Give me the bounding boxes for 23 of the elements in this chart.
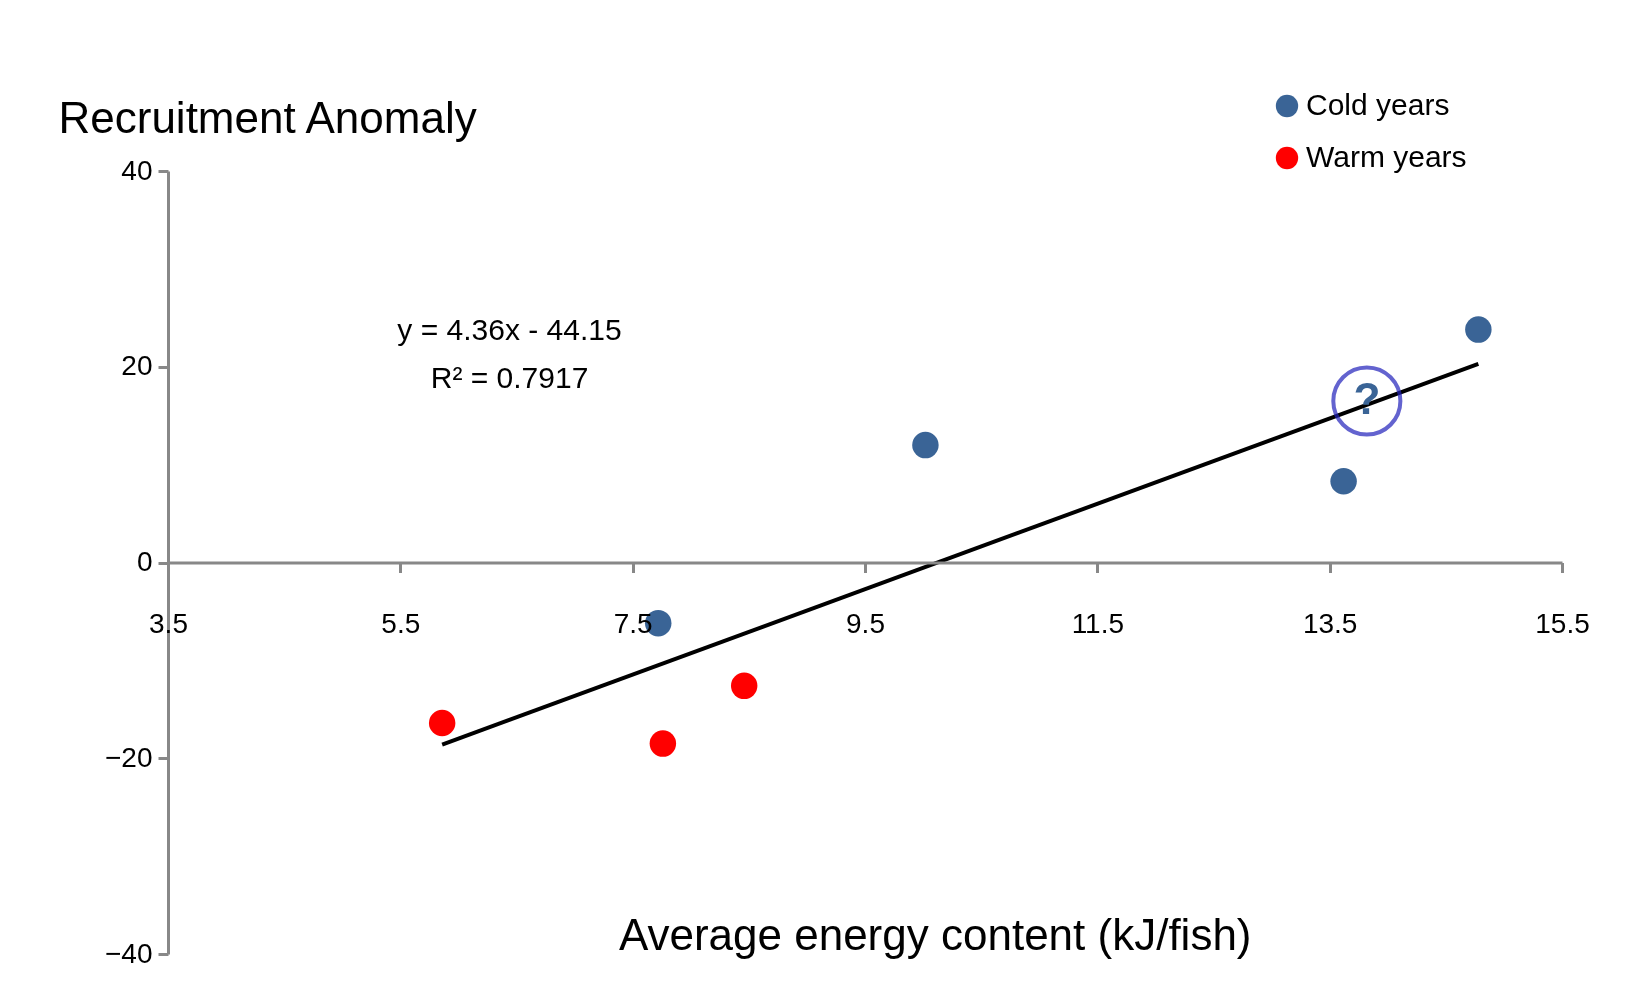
y-tick-label: −20	[105, 741, 153, 773]
y-tick-label: −40	[105, 937, 153, 969]
x-tick-label: 11.5	[1071, 608, 1125, 639]
x-tick-label: 3.5	[149, 608, 188, 639]
annotation: y = 4.36x - 44.15	[397, 313, 622, 346]
point	[1330, 468, 1357, 495]
point	[912, 431, 939, 459]
y-tick-label: 40	[121, 154, 153, 186]
x-tick-label: 9.5	[846, 608, 885, 639]
x-axis-title: Average energy content (kJ/fish)	[618, 909, 1252, 959]
legend-label: Warm years	[1306, 140, 1467, 173]
x-tick-label: 13.5	[1302, 608, 1358, 639]
point	[730, 672, 758, 700]
y-axis-title: Recruitment Anomaly	[58, 92, 477, 142]
legend-label: Cold years	[1306, 88, 1450, 121]
y-tick-label: 20	[121, 350, 153, 382]
x-tick-label: 15.5	[1535, 608, 1590, 639]
y-tick-label: 0	[136, 546, 153, 577]
x-tick-label: 5.5	[381, 608, 421, 639]
point	[428, 709, 456, 737]
point	[649, 730, 677, 757]
annotation: R² = 0.7917	[430, 361, 589, 394]
point	[1465, 316, 1492, 343]
